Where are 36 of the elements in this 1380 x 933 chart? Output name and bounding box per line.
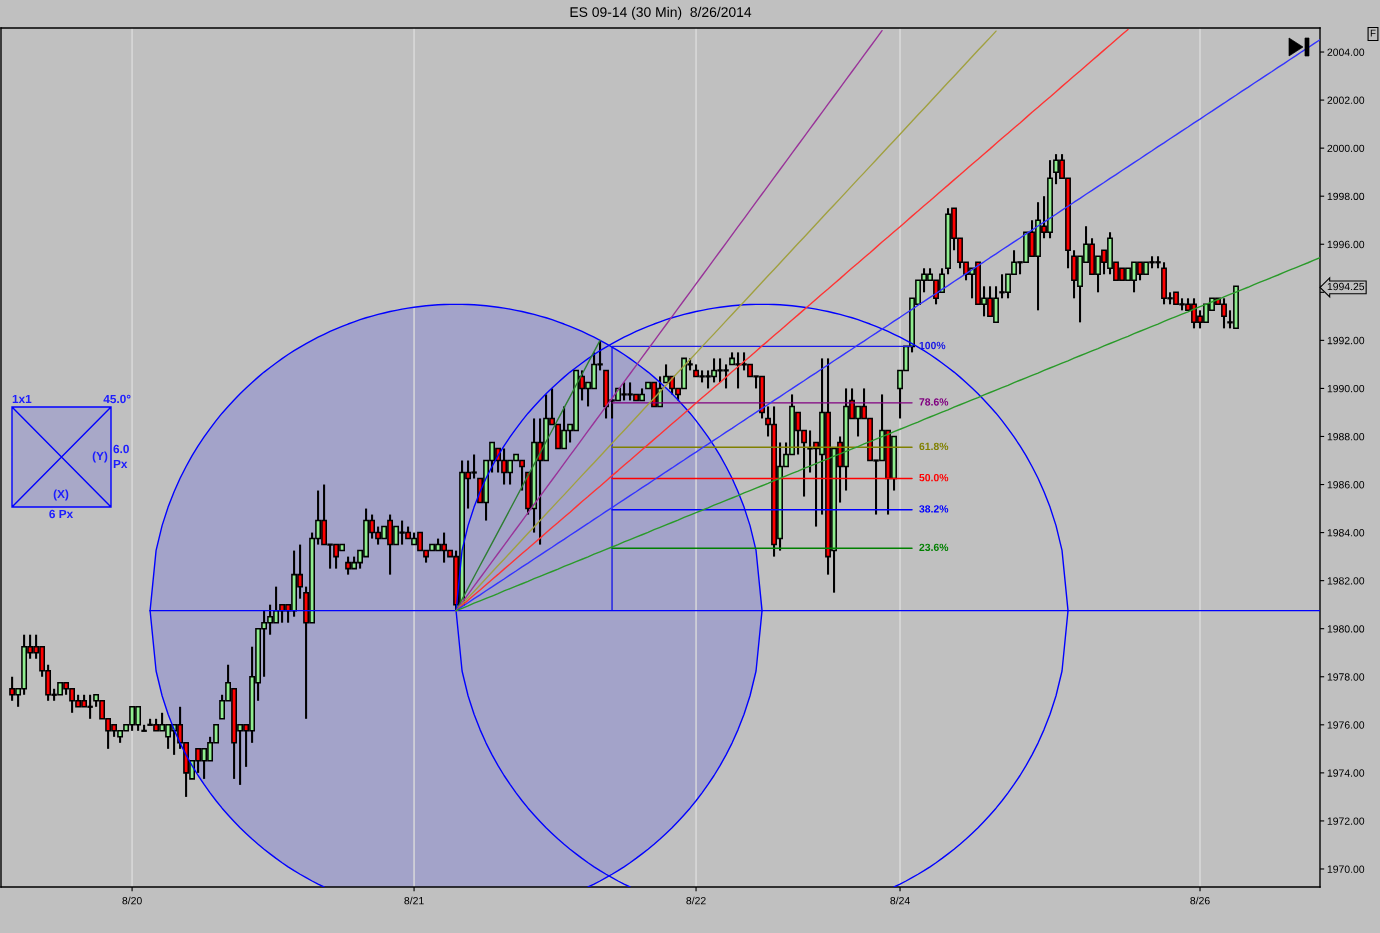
- y-tick-label: 1984.00: [1327, 529, 1365, 537]
- annotation: 1x1: [12, 394, 32, 404]
- x-tick-label: 8/26: [1190, 896, 1210, 905]
- y-tick-label: 1990.00: [1327, 384, 1365, 393]
- x-tick-label: 8/22: [686, 896, 706, 905]
- x-tick-label: 8/24: [890, 896, 910, 905]
- y-tick-label: 1992.00: [1327, 336, 1365, 345]
- y-tick-label: 2000.00: [1327, 144, 1365, 153]
- annotation: 45.0°: [103, 394, 131, 404]
- y-tick-label: 2002.00: [1327, 96, 1365, 104]
- series-label: 100%: [919, 341, 946, 350]
- series-label: 78.6%: [919, 398, 949, 406]
- chart-title: ES 09-14 (30 Min) 8/26/2014: [570, 6, 752, 20]
- y-tick-label: 1982.00: [1327, 577, 1365, 585]
- text: F: [1370, 29, 1376, 37]
- y-tick-label: 1980.00: [1327, 625, 1365, 633]
- series-label: 23.6%: [919, 543, 949, 552]
- x-tick-label: 8/20: [122, 896, 142, 905]
- y-tick-label: 1988.00: [1327, 432, 1365, 441]
- y-tick-label: 1994.25: [1327, 282, 1365, 291]
- annotation: 6 Px: [49, 509, 74, 519]
- annotation: Px: [113, 459, 128, 469]
- y-tick-label: 1974.00: [1327, 769, 1365, 777]
- x-tick-label: 8/21: [404, 896, 424, 905]
- y-tick-label: 1978.00: [1327, 673, 1365, 681]
- series-label: 50.0%: [919, 473, 949, 482]
- y-tick-label: 1996.00: [1327, 240, 1365, 249]
- y-tick-label: 2004.00: [1327, 48, 1365, 56]
- y-tick-label: 1972.00: [1327, 817, 1365, 825]
- annotation: 6.0: [113, 444, 129, 454]
- series-label: 38.2%: [919, 505, 949, 513]
- y-tick-label: 1976.00: [1327, 721, 1365, 729]
- series-label: 61.8%: [919, 442, 949, 451]
- y-tick-label: 1986.00: [1327, 481, 1365, 489]
- y-tick-label: 1998.00: [1327, 192, 1365, 201]
- y-tick-label: 1970.00: [1327, 865, 1365, 873]
